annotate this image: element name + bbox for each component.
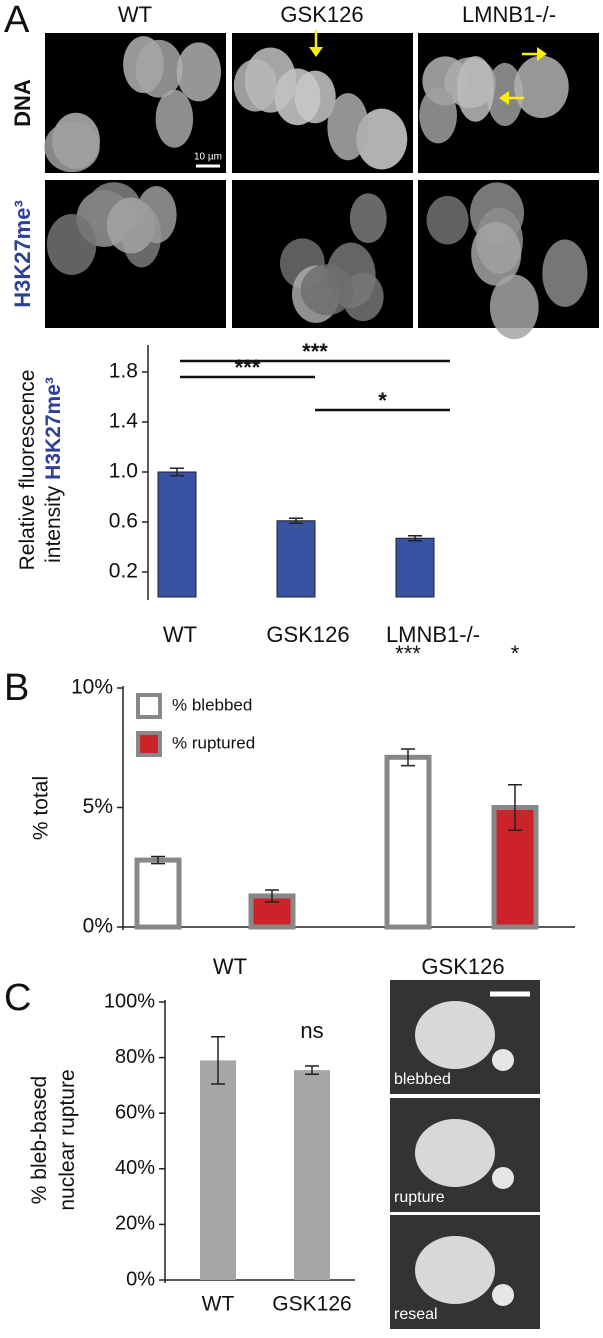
x-tick-label: LMNB1-/-	[386, 622, 480, 647]
y-tick-label: 40%	[115, 1157, 155, 1179]
y-tick-label: 0%	[126, 1268, 155, 1290]
y-tick-label: 10%	[71, 676, 113, 699]
nucleus	[294, 70, 336, 124]
bar	[200, 1060, 236, 1280]
y-axis-label: % total	[30, 776, 53, 840]
y-tick-label: 1.8	[109, 360, 138, 383]
x-tick-label: GSK126	[272, 1293, 351, 1316]
nucleus	[300, 264, 354, 316]
significance: ns	[300, 1018, 323, 1043]
nucleus	[415, 1119, 495, 1187]
significance: *	[378, 388, 387, 413]
y-tick-label: 80%	[115, 1046, 155, 1068]
y-tick-label: 0.2	[109, 560, 138, 583]
error-bar	[151, 855, 165, 865]
bleb	[492, 1049, 514, 1071]
column-label: LMNB1-/-	[462, 2, 556, 27]
panel-label: A	[4, 0, 30, 41]
column-label: WT	[118, 2, 152, 27]
bleb	[492, 1167, 514, 1189]
error-bar	[170, 467, 184, 477]
significance: ***	[302, 339, 328, 364]
nucleus	[471, 221, 522, 286]
nucleus	[489, 274, 539, 340]
nucleus	[514, 55, 569, 118]
nucleus	[135, 39, 183, 98]
x-tick-label: WT	[213, 954, 247, 979]
nucleus	[419, 87, 457, 144]
y-label-line: nuclear rupture	[56, 1069, 79, 1210]
bar	[294, 1070, 330, 1280]
y-tick-label: 1.4	[109, 410, 139, 433]
nucleus	[349, 193, 387, 244]
nucleus	[542, 239, 588, 307]
nucleus	[415, 1001, 495, 1069]
image-label: rupture	[394, 1189, 445, 1206]
error-bar	[408, 535, 422, 542]
nucleus	[456, 56, 495, 122]
x-tick-label: WT	[202, 1293, 235, 1316]
y-tick-label: 0.6	[109, 510, 138, 533]
nucleus	[46, 214, 97, 275]
nucleus	[176, 42, 221, 102]
image-label: reseal	[394, 1306, 438, 1323]
panel-label: C	[4, 977, 31, 1019]
y-tick-label: 60%	[115, 1101, 155, 1123]
micrographs	[44, 33, 599, 340]
row-label: DNA	[10, 79, 35, 127]
row-label: H3K27me³	[10, 200, 35, 308]
arrows	[309, 30, 547, 105]
y-label-line: Relative fluorescence	[16, 370, 39, 571]
significance: *	[511, 641, 520, 666]
bleb	[492, 1284, 514, 1306]
nucleus	[356, 108, 408, 170]
legend-swatch	[136, 693, 162, 719]
bar	[395, 537, 435, 598]
nucleus	[155, 89, 194, 148]
bar	[157, 471, 197, 598]
nucleus	[136, 186, 177, 244]
rupture-images: blebbed rupture reseal	[390, 980, 540, 1329]
y-tick-label: 0%	[83, 915, 113, 938]
bar	[276, 520, 316, 598]
bar	[134, 857, 182, 930]
y-label-line: % bleb-based	[28, 1076, 51, 1204]
legend-label: % ruptured	[172, 733, 255, 752]
significance: ***	[395, 641, 421, 666]
x-tick-label: WT	[163, 622, 197, 647]
y-tick-label: 5%	[83, 795, 113, 818]
y-label-marker: H3K27me³	[42, 377, 65, 480]
column-label: GSK126	[280, 2, 363, 27]
nucleus	[327, 93, 369, 161]
significance: ***	[235, 355, 261, 380]
bar	[384, 754, 432, 930]
y-tick-label: 100%	[104, 990, 155, 1012]
error-bar	[305, 1065, 319, 1076]
nucleus	[415, 1236, 495, 1304]
y-label-line: intensity	[42, 485, 65, 563]
panel-label: B	[4, 667, 29, 709]
x-tick-label: GSK126	[266, 622, 349, 647]
error-bar	[508, 784, 522, 831]
scale-bar-label: 10 µm	[194, 152, 222, 163]
nucleus	[44, 121, 100, 173]
nucleus	[426, 195, 469, 245]
y-tick-label: 1.0	[109, 460, 138, 483]
error-bar	[265, 889, 279, 903]
legend-label: % blebbed	[172, 695, 252, 714]
error-bar	[211, 1036, 225, 1085]
legend-swatch	[136, 731, 162, 757]
image-label: blebbed	[394, 1071, 451, 1088]
error-bar	[289, 517, 303, 524]
x-tick-label: GSK126	[421, 954, 504, 979]
error-bar	[401, 748, 415, 767]
y-axis-label: Relative fluorescence intensity H3K27me³	[16, 370, 65, 571]
y-axis-label: % bleb-based nuclear rupture	[28, 1069, 79, 1210]
nucleus	[233, 59, 277, 112]
y-tick-label: 20%	[115, 1213, 155, 1235]
